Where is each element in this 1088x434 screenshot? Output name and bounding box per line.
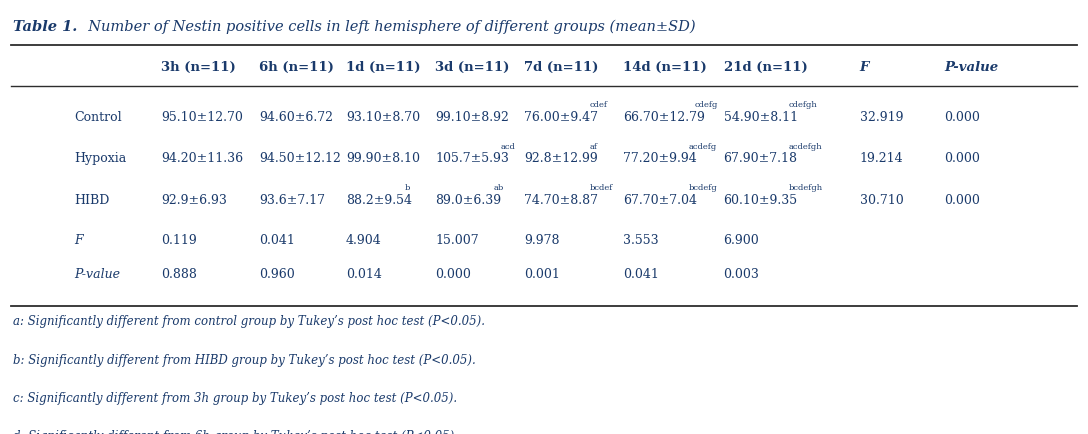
Text: 66.70±12.79: 66.70±12.79 (623, 111, 705, 124)
Text: Table 1.: Table 1. (13, 20, 77, 33)
Text: Hypoxia: Hypoxia (74, 152, 126, 165)
Text: acd: acd (500, 142, 515, 150)
Text: 14d (n=11): 14d (n=11) (623, 61, 707, 74)
Text: 6h (n=11): 6h (n=11) (259, 61, 334, 74)
Text: P-value: P-value (74, 268, 120, 281)
Text: acdefg: acdefg (689, 142, 717, 150)
Text: d: Significantly different from 6h group by Tukey’s post hoc test (P<0.05).: d: Significantly different from 6h group… (13, 429, 458, 434)
Text: cdef: cdef (590, 101, 607, 109)
Text: 0.960: 0.960 (259, 268, 295, 281)
Text: 0.000: 0.000 (944, 193, 980, 206)
Text: HIBD: HIBD (74, 193, 110, 206)
Text: a: Significantly different from control group by Tukey’s post hoc test (P<0.05).: a: Significantly different from control … (13, 315, 485, 328)
Text: 67.70±7.04: 67.70±7.04 (623, 193, 697, 206)
Text: 3.553: 3.553 (623, 233, 659, 246)
Text: 19.214: 19.214 (860, 152, 903, 165)
Text: 88.2±9.54: 88.2±9.54 (346, 193, 412, 206)
Text: F: F (74, 233, 83, 246)
Text: c: Significantly different from 3h group by Tukey’s post hoc test (P<0.05).: c: Significantly different from 3h group… (13, 391, 457, 404)
Text: bcdef: bcdef (590, 184, 613, 191)
Text: 93.6±7.17: 93.6±7.17 (259, 193, 325, 206)
Text: 95.10±12.70: 95.10±12.70 (161, 111, 243, 124)
Text: 3d (n=11): 3d (n=11) (435, 61, 509, 74)
Text: 6.900: 6.900 (724, 233, 759, 246)
Text: cdefgh: cdefgh (789, 101, 817, 109)
Text: 99.10±8.92: 99.10±8.92 (435, 111, 509, 124)
Text: 60.10±9.35: 60.10±9.35 (724, 193, 798, 206)
Text: acdefgh: acdefgh (789, 142, 823, 150)
Text: bcdefg: bcdefg (689, 184, 717, 191)
Text: Control: Control (74, 111, 122, 124)
Text: 0.119: 0.119 (161, 233, 197, 246)
Text: 30.710: 30.710 (860, 193, 903, 206)
Text: 92.9±6.93: 92.9±6.93 (161, 193, 227, 206)
Text: 93.10±8.70: 93.10±8.70 (346, 111, 420, 124)
Text: 0.000: 0.000 (944, 152, 980, 165)
Text: 67.90±7.18: 67.90±7.18 (724, 152, 798, 165)
Text: 94.20±11.36: 94.20±11.36 (161, 152, 243, 165)
Text: 54.90±8.11: 54.90±8.11 (724, 111, 798, 124)
Text: ab: ab (494, 184, 504, 191)
Text: 0.888: 0.888 (161, 268, 197, 281)
Text: bcdefgh: bcdefgh (789, 184, 823, 191)
Text: 0.041: 0.041 (259, 233, 295, 246)
Text: F: F (860, 61, 869, 74)
Text: 3h (n=11): 3h (n=11) (161, 61, 236, 74)
Text: 0.003: 0.003 (724, 268, 759, 281)
Text: 1d (n=11): 1d (n=11) (346, 61, 420, 74)
Text: cdefg: cdefg (695, 101, 718, 109)
Text: 89.0±6.39: 89.0±6.39 (435, 193, 502, 206)
Text: 0.000: 0.000 (944, 111, 980, 124)
Text: 74.70±8.87: 74.70±8.87 (524, 193, 598, 206)
Text: 92.8±12.99: 92.8±12.99 (524, 152, 598, 165)
Text: 4.904: 4.904 (346, 233, 382, 246)
Text: b: Significantly different from HIBD group by Tukey’s post hoc test (P<0.05).: b: Significantly different from HIBD gro… (13, 353, 475, 366)
Text: P-value: P-value (944, 61, 999, 74)
Text: 0.041: 0.041 (623, 268, 659, 281)
Text: af: af (590, 142, 597, 150)
Text: b: b (405, 184, 410, 191)
Text: 9.978: 9.978 (524, 233, 560, 246)
Text: Number of Nestin positive cells in left hemisphere of different groups (mean±SD): Number of Nestin positive cells in left … (79, 20, 696, 34)
Text: 0.014: 0.014 (346, 268, 382, 281)
Text: 0.001: 0.001 (524, 268, 560, 281)
Text: 94.60±6.72: 94.60±6.72 (259, 111, 333, 124)
Text: 7d (n=11): 7d (n=11) (524, 61, 598, 74)
Text: 94.50±12.12: 94.50±12.12 (259, 152, 341, 165)
Text: 0.000: 0.000 (435, 268, 471, 281)
Text: 76.00±9.47: 76.00±9.47 (524, 111, 598, 124)
Text: 21d (n=11): 21d (n=11) (724, 61, 807, 74)
Text: 105.7±5.93: 105.7±5.93 (435, 152, 509, 165)
Text: 77.20±9.94: 77.20±9.94 (623, 152, 697, 165)
Text: 32.919: 32.919 (860, 111, 903, 124)
Text: 15.007: 15.007 (435, 233, 479, 246)
Text: 99.90±8.10: 99.90±8.10 (346, 152, 420, 165)
